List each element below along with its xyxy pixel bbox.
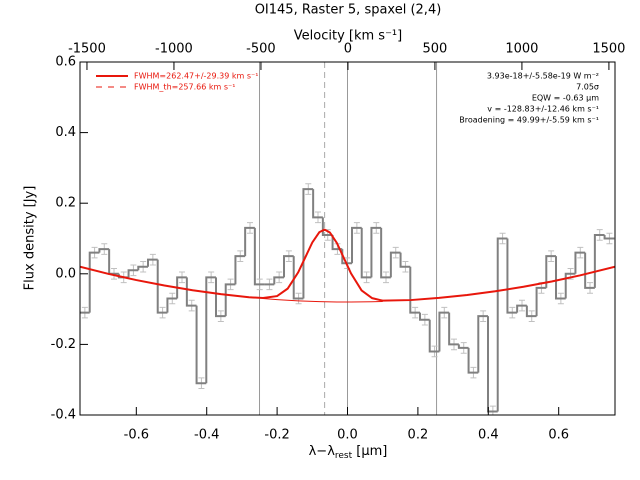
x2-tick-label: 500 xyxy=(423,42,448,57)
histogram-step xyxy=(147,258,158,267)
x2-tick-label: 0 xyxy=(344,42,352,57)
histogram-step xyxy=(555,256,566,300)
histogram-step xyxy=(127,269,139,278)
x-axis-label: λ−λrest [μm] xyxy=(309,444,388,461)
annotation: EQW = -0.63 μm xyxy=(532,94,599,103)
histogram-step xyxy=(516,304,527,313)
histogram-step xyxy=(215,277,226,318)
x-tick-label: 0.6 xyxy=(548,428,569,443)
histogram-step xyxy=(312,189,323,219)
histogram-step xyxy=(428,319,440,353)
y-tick-label: 0.2 xyxy=(55,196,76,211)
x-tick-label: -0.2 xyxy=(264,428,289,443)
x-tick-label: -0.6 xyxy=(124,428,149,443)
annotation: 7.05σ xyxy=(576,83,599,92)
histogram-step xyxy=(419,312,430,321)
histogram-step xyxy=(224,283,236,317)
x-tick-label: 0.0 xyxy=(337,428,358,443)
histogram-step xyxy=(477,315,489,373)
histogram-step xyxy=(380,227,391,279)
histogram-step xyxy=(496,237,508,412)
y-axis-label: Flux density [Jy] xyxy=(23,186,38,291)
x2-tick-label: 1000 xyxy=(505,42,538,57)
histogram-step xyxy=(457,344,469,349)
histogram-step xyxy=(370,226,382,278)
annotation: 3.93e-18+/-5.58e-19 W m⁻² xyxy=(487,72,599,81)
y-tick-label: -0.2 xyxy=(51,337,76,352)
histogram-step xyxy=(360,227,372,279)
fit-line xyxy=(80,228,615,302)
histogram-step xyxy=(253,227,265,286)
annotation: Broadening = 49.99+/-5.59 km s⁻¹ xyxy=(459,116,599,125)
histogram-step xyxy=(535,286,547,317)
y-tick-label: -0.4 xyxy=(51,408,76,423)
histogram-step xyxy=(506,238,518,314)
x2-axis-label: Velocity [km s⁻¹] xyxy=(294,29,402,44)
histogram-step xyxy=(205,276,217,384)
histogram-step xyxy=(564,272,576,299)
histogram-step xyxy=(185,277,197,307)
histogram-step xyxy=(525,305,537,318)
legend-label: FWHM=262.47+/-29.39 km s⁻¹ xyxy=(134,72,258,81)
x-label-part: λ−λ xyxy=(309,444,336,459)
histogram-step xyxy=(545,255,557,288)
y-tick-label: 0.0 xyxy=(55,266,76,281)
histogram-step xyxy=(584,252,595,289)
histogram-step xyxy=(399,252,411,268)
y-tick-label: 0.6 xyxy=(55,55,76,70)
histogram-step xyxy=(176,276,187,299)
histogram-step xyxy=(166,297,178,313)
histogram-step xyxy=(351,226,362,264)
histogram-step xyxy=(98,248,110,253)
annotation: v = -128.83+/-12.46 km s⁻¹ xyxy=(487,105,599,114)
histogram-step xyxy=(487,316,498,413)
histogram-step xyxy=(292,256,304,300)
x-tick-label: -0.4 xyxy=(194,428,219,443)
x2-tick-label: -1000 xyxy=(155,42,193,57)
histogram-step xyxy=(273,276,285,285)
x-label-sub: rest xyxy=(335,451,353,461)
x2-tick-label: 1500 xyxy=(592,42,625,57)
histogram-step xyxy=(438,311,450,352)
histogram-step xyxy=(409,266,421,314)
histogram-step xyxy=(321,217,333,236)
chart-title: OI145, Raster 5, spaxel (2,4) xyxy=(255,3,442,18)
legend-label: FWHM_th=257.66 km s⁻¹ xyxy=(134,83,235,92)
fit-line xyxy=(262,298,383,303)
y-tick-label: 0.4 xyxy=(55,125,76,140)
histogram-step xyxy=(88,251,100,313)
x-label-part: [μm] xyxy=(352,444,387,459)
histogram-step xyxy=(283,255,294,278)
histogram-step xyxy=(234,255,246,285)
histogram-step xyxy=(156,259,168,314)
histogram-step xyxy=(137,265,149,271)
histogram-step xyxy=(448,312,459,346)
histogram-step xyxy=(195,305,207,385)
histogram-step xyxy=(603,234,615,240)
histogram-step xyxy=(574,251,586,274)
x2-tick-label: -500 xyxy=(246,42,276,57)
x-tick-label: 0.4 xyxy=(478,428,499,443)
histogram-step xyxy=(244,226,255,257)
histogram-step xyxy=(389,251,401,278)
histogram-step xyxy=(467,347,479,374)
x-tick-label: 0.2 xyxy=(408,428,429,443)
x2-tick-label: -1500 xyxy=(68,42,106,57)
histogram-step xyxy=(593,233,605,288)
